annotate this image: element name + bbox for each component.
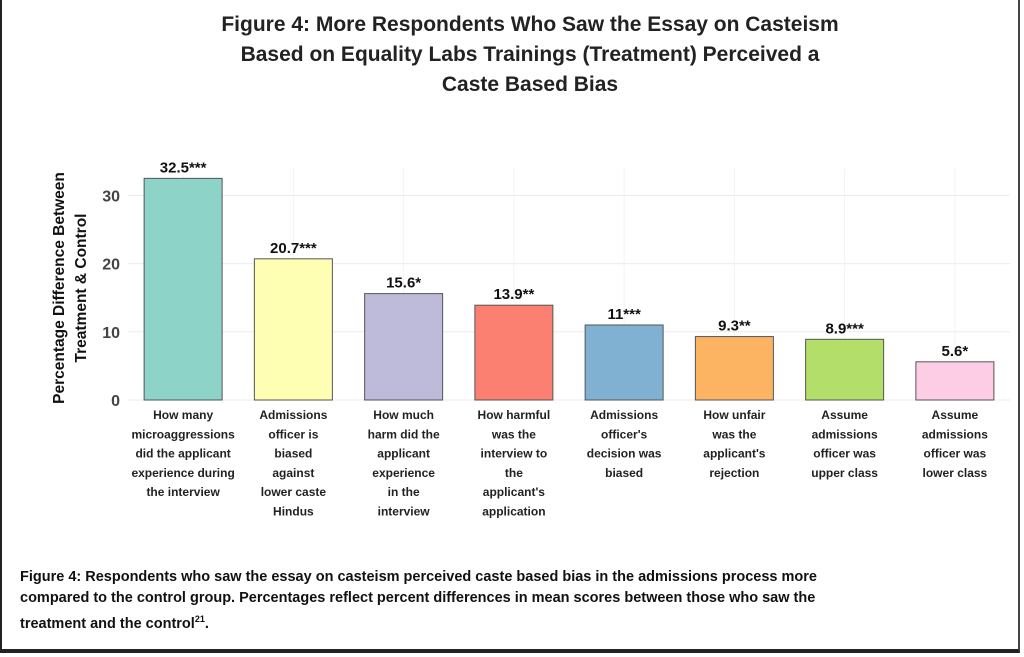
bar	[253, 258, 333, 401]
x-tick-label: application	[482, 505, 545, 519]
x-tick-label: against	[272, 466, 314, 480]
x-tick-label: Admissions	[590, 408, 658, 422]
x-tick-label: interview	[378, 505, 431, 519]
x-tick-label: applicant	[377, 447, 430, 461]
x-tick-label: Hindus	[273, 505, 314, 519]
y-axis-title: Treatment & Control	[73, 214, 90, 363]
x-tick-label: the	[505, 466, 523, 480]
x-tick-label: was the	[491, 427, 536, 441]
x-tick-label: officer was	[924, 447, 987, 461]
caption-end: .	[204, 615, 209, 632]
x-tick-label: experience	[372, 466, 435, 480]
x-tick-label: Admissions	[259, 408, 327, 422]
caption-line: compared to the control group. Percentag…	[20, 590, 816, 606]
bar	[143, 177, 223, 401]
data-label: 15.6*	[386, 275, 421, 292]
x-tick-label: lower class	[923, 466, 988, 480]
bar	[364, 293, 444, 401]
data-label: 9.3**	[718, 318, 751, 335]
caption-line: Figure 4: Respondents who saw the essay …	[20, 569, 817, 585]
bar	[915, 361, 995, 401]
x-tick-label: in the	[388, 485, 420, 499]
y-tick-label: 20	[102, 257, 120, 274]
x-tick-label: How harmful	[478, 408, 551, 422]
x-tick-label: How much	[373, 408, 434, 422]
data-label: 32.5***	[160, 159, 207, 176]
x-tick-label: the interview	[146, 485, 220, 499]
bar	[584, 324, 664, 401]
x-tick-label: rejection	[709, 466, 759, 480]
chart-title-line: Caste Based Bias	[441, 73, 619, 96]
x-tick-label: interview to	[481, 447, 548, 461]
caption-text: treatment and the control	[20, 615, 195, 632]
x-tick-label: biased	[605, 466, 643, 480]
x-tick-label: officer was	[813, 447, 876, 461]
y-tick-label: 10	[102, 325, 120, 342]
bar	[474, 304, 554, 401]
x-tick-label: admissions	[922, 427, 988, 441]
x-tick-label: did the applicant	[135, 447, 230, 461]
x-tick-label: lower caste	[261, 485, 327, 499]
y-tick-label: 0	[111, 393, 120, 410]
x-tick-label: Assume	[821, 408, 868, 422]
caption-line: treatment and the control21.	[20, 609, 1010, 635]
bar	[805, 338, 885, 401]
x-tick-label: officer is	[268, 427, 318, 441]
x-tick-label: How many	[153, 408, 213, 422]
x-tick-label: harm did the	[368, 427, 440, 441]
x-tick-label: was the	[711, 427, 756, 441]
data-label: 11***	[607, 306, 641, 323]
x-tick-label: officer's	[601, 427, 648, 441]
chart-title-line: Figure 4: More Respondents Who Saw the E…	[221, 13, 839, 36]
x-tick-label: admissions	[812, 427, 878, 441]
x-tick-label: experience during	[131, 466, 234, 480]
data-label: 20.7***	[270, 240, 317, 257]
x-tick-label: Assume	[932, 408, 979, 422]
data-label: 13.9**	[493, 286, 534, 303]
x-tick-label: microaggressions	[131, 427, 235, 441]
chart-title-line: Based on Equality Labs Trainings (Treatm…	[240, 43, 820, 66]
bar-chart: 0 10 20 30 Percentage Difference Between Trea…	[51, 159, 1010, 519]
footnote-marker: 21	[194, 614, 205, 624]
y-axis-title: Percentage Difference Between	[51, 172, 68, 404]
figure-caption: Figure 4: Respondents who saw the essay …	[20, 567, 1010, 635]
x-tick-label: applicant's	[703, 447, 766, 461]
data-label: 8.9***	[825, 320, 864, 337]
x-tick-label: applicant's	[483, 485, 546, 499]
x-tick-label: biased	[274, 447, 312, 461]
x-tick-label: decision was	[587, 447, 662, 461]
bar	[694, 336, 774, 401]
data-label: 5.6*	[942, 343, 969, 360]
chart-title: Figure 4: More Respondents Who Saw the E…	[130, 10, 930, 100]
x-tick-label: upper class	[811, 466, 878, 480]
y-tick-label: 30	[102, 188, 120, 205]
x-tick-label: How unfair	[703, 408, 765, 422]
